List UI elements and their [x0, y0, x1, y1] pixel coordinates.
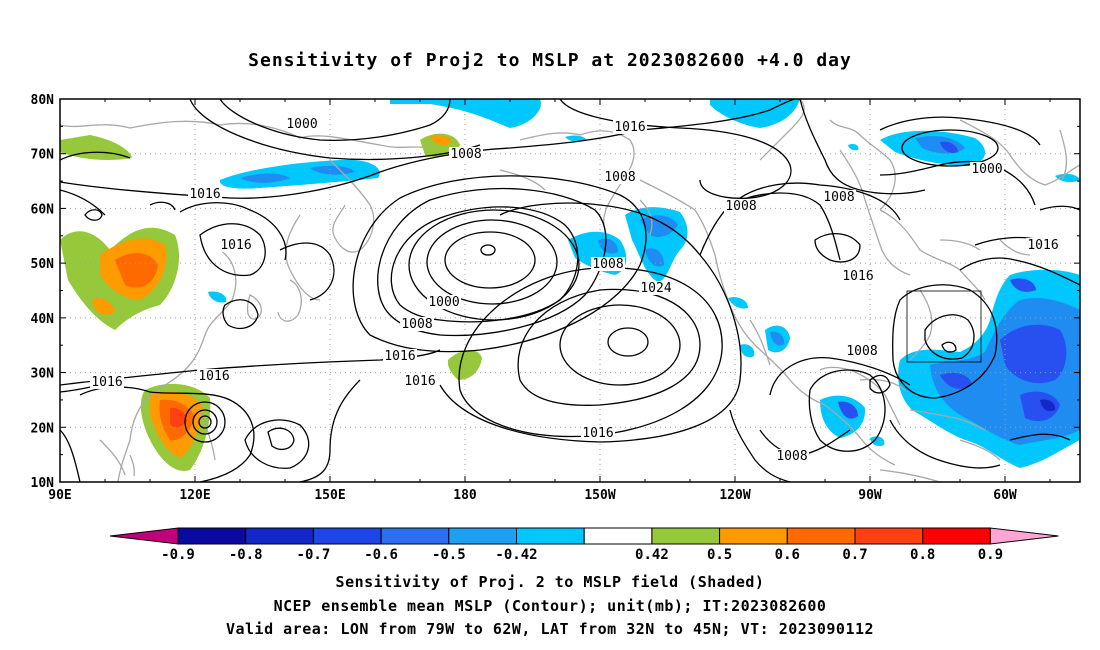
colorbar-segment — [786, 527, 856, 545]
contour-label: 1016 — [198, 369, 229, 384]
latitude-label: 50N — [31, 257, 55, 272]
contour-label: 1016 — [91, 375, 122, 390]
contour-labels: 1000 1008 1016 1008 1016 1016 1000 1008 1016 1016… — [90, 117, 1060, 464]
contour-label-bg — [219, 238, 253, 252]
contour-label: 1024 — [640, 281, 671, 296]
longitude-label: 180 — [453, 488, 477, 503]
shaded-sensitivity — [60, 99, 1080, 471]
longitude-label: 90W — [858, 488, 882, 503]
colorbar-tick-label: 0.42 — [635, 547, 669, 563]
contour-label: 1000 — [286, 117, 317, 132]
colorbar-segment — [448, 527, 517, 545]
colorbar-segment — [854, 527, 924, 545]
colorbar-tick-label: 0.7 — [842, 547, 867, 563]
contour-label: 1008 — [592, 257, 623, 272]
contour-label: 1016 — [1027, 238, 1058, 253]
colorbar-tick-label: -0.42 — [495, 547, 537, 563]
contour-label-bg — [403, 374, 437, 388]
contour-label-bg — [603, 170, 637, 184]
mslp-contours — [60, 99, 1080, 482]
colorbar-tick-label: 0.6 — [775, 547, 800, 563]
contour-label: 1016 — [189, 187, 220, 202]
contour-label-bg — [383, 349, 417, 363]
caption-valid-area: Valid area: LON from 79W to 62W, LAT fro… — [225, 620, 875, 638]
contour-label: 1016 — [220, 238, 251, 253]
contour-label-bg — [285, 117, 319, 131]
longitude-label: 90E — [48, 488, 71, 503]
contour-label-bg — [822, 190, 856, 204]
contour-label-bg — [581, 426, 615, 440]
valid-area-box — [906, 290, 982, 363]
latitude-label: 60N — [31, 202, 55, 217]
contour-label-bg — [639, 281, 673, 295]
colorbar-tick-label: -0.8 — [229, 547, 263, 563]
contour-label-bg — [427, 295, 461, 309]
colorbar-tick-label: -0.6 — [364, 547, 398, 563]
longitude-label: 120E — [179, 488, 210, 503]
contour-label-bg — [724, 199, 758, 213]
latitude-label: 40N — [31, 312, 55, 327]
caption-shaded: Sensitivity of Proj. 2 to MSLP field (Sh… — [335, 573, 765, 591]
latitude-label: 20N — [31, 421, 55, 436]
colorbar: -0.9 -0.8 -0.7 -0.6 -0.5 -0.42 0.42 0.5 0.6 0.7 0.… — [109, 527, 1059, 563]
map-title: Sensitivity of Proj2 to MSLP at 20230826… — [248, 50, 852, 71]
longitude-label: 60W — [993, 488, 1017, 503]
contour-label-bg — [1026, 238, 1060, 252]
contour-label: 1000 — [971, 162, 1002, 177]
contour-label: 1016 — [404, 374, 435, 389]
latitude-labels: 80N 70N 60N 50N 40N 30N 20N 10N — [31, 93, 55, 491]
latitude-label: 30N — [31, 367, 55, 382]
colorbar-low-triangle — [109, 527, 179, 545]
colorbar-tick-label: 0.8 — [910, 547, 935, 563]
colorbar-tick-label: -0.5 — [432, 547, 466, 563]
contour-label-bg — [197, 369, 231, 383]
contour-label-bg — [845, 344, 879, 358]
colorbar-segment — [583, 527, 653, 545]
colorbar-tick-label: 0.9 — [978, 547, 1003, 563]
contour-label-bg — [841, 269, 875, 283]
latitude-label: 10N — [31, 476, 55, 491]
contour-label: 1016 — [384, 349, 415, 364]
colorbar-segment — [922, 527, 991, 545]
colorbar-segment — [651, 527, 721, 545]
contour-label: 1016 — [842, 269, 873, 284]
contour-label: 1008 — [776, 449, 807, 464]
tick-marks — [59, 98, 1080, 483]
latitude-label: 70N — [31, 148, 55, 163]
longitude-label: 120W — [719, 488, 750, 503]
contour-label: 1008 — [401, 317, 432, 332]
contour-label-bg — [970, 162, 1004, 176]
latitude-label: 80N — [31, 93, 55, 108]
contour-label: 1008 — [725, 199, 756, 214]
colorbar-tick-label: -0.7 — [297, 547, 331, 563]
colorbar-segment — [312, 527, 382, 545]
contour-label-bg — [449, 147, 483, 161]
contour-label: 1008 — [604, 170, 635, 185]
longitude-labels: 90E 120E 150E 180 150W 120W 90W 60W — [48, 488, 1017, 503]
colorbar-tick-label: -0.9 — [161, 547, 195, 563]
contour-label: 1016 — [614, 120, 645, 135]
contour-label-bg — [613, 120, 647, 134]
colorbar-high-triangle — [989, 527, 1059, 545]
colorbar-segment — [719, 527, 788, 545]
longitude-label: 150E — [314, 488, 345, 503]
colorbar-tick-label: 0.5 — [707, 547, 732, 563]
longitude-label: 150W — [584, 488, 615, 503]
contour-label-bg — [591, 257, 625, 271]
contour-label-bg — [188, 187, 222, 201]
contour-label: 1008 — [846, 344, 877, 359]
contour-label: 1016 — [582, 426, 613, 441]
colorbar-segment — [380, 527, 450, 545]
colorbar-segment — [516, 527, 585, 545]
colorbar-segment — [177, 527, 247, 545]
contour-label-bg — [90, 375, 124, 389]
contour-label: 1008 — [450, 147, 481, 162]
caption-contour: NCEP ensemble mean MSLP (Contour); unit(… — [273, 597, 827, 615]
contour-label: 1008 — [823, 190, 854, 205]
contour-label: 1000 — [428, 295, 459, 310]
contour-label-bg — [775, 449, 809, 463]
contour-label-bg — [400, 317, 434, 331]
colorbar-segment — [245, 527, 314, 545]
